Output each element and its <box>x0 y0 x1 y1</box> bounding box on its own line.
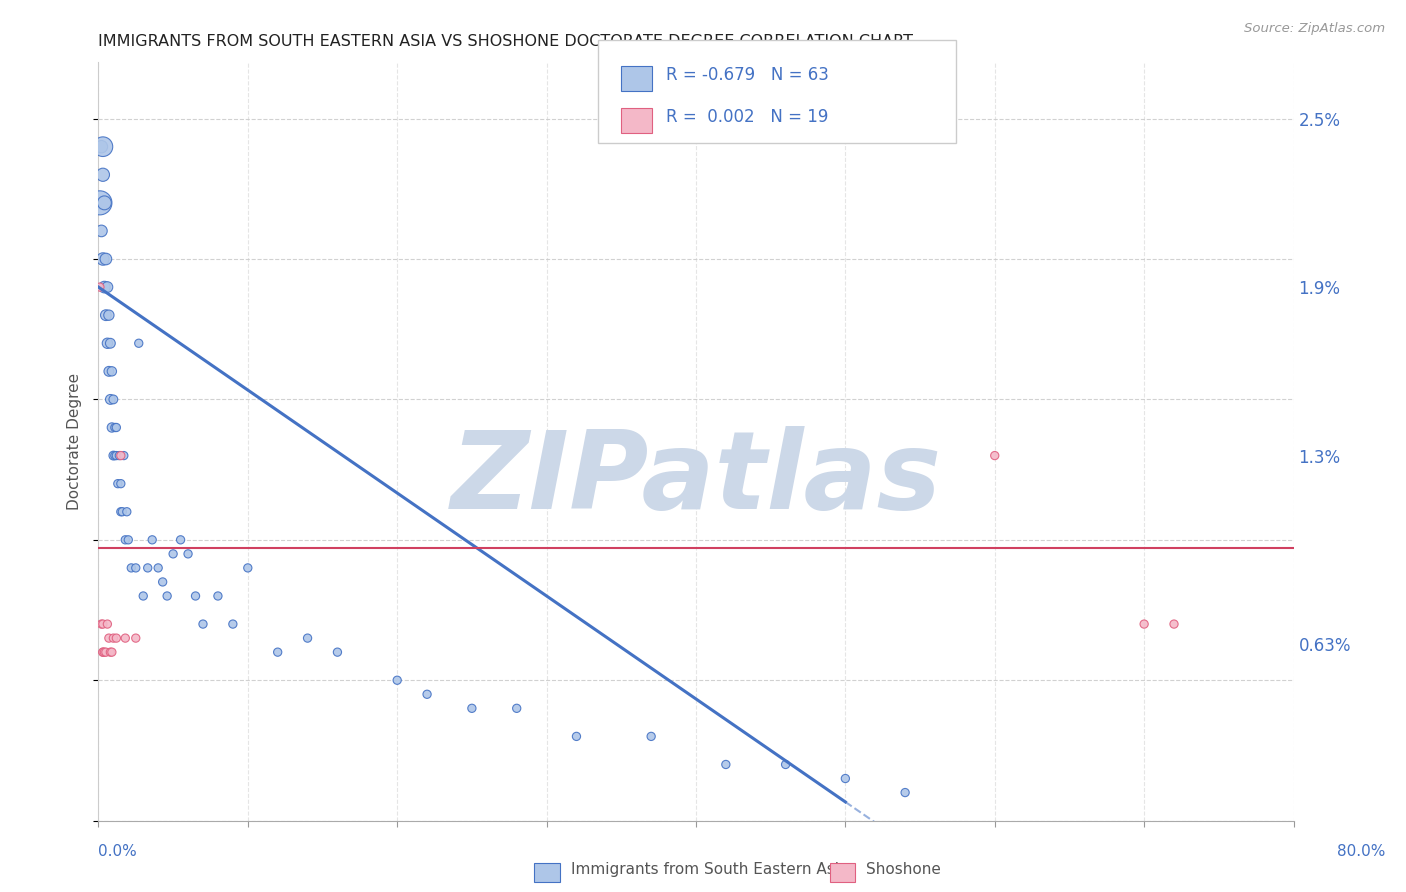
Point <box>132 589 155 603</box>
Text: R = -0.679   N = 63: R = -0.679 N = 63 <box>666 66 830 84</box>
Point <box>267 645 290 659</box>
Point <box>110 505 132 519</box>
Text: ZIPatlas: ZIPatlas <box>450 426 942 533</box>
Point <box>640 730 662 744</box>
Point <box>97 631 120 645</box>
Point <box>156 589 179 603</box>
Point <box>94 252 117 266</box>
Point <box>104 449 127 463</box>
Point <box>117 533 139 547</box>
Point <box>108 449 131 463</box>
Point <box>136 561 159 575</box>
Point <box>714 757 737 772</box>
Point <box>120 561 142 575</box>
Point <box>89 280 111 294</box>
Point <box>416 687 439 701</box>
Point <box>110 476 132 491</box>
Point <box>89 195 111 210</box>
Point <box>94 645 117 659</box>
Point <box>125 631 148 645</box>
Point <box>177 547 200 561</box>
Point <box>169 533 191 547</box>
Point <box>97 308 120 322</box>
Text: Immigrants from South Eastern Asia: Immigrants from South Eastern Asia <box>571 863 848 877</box>
Point <box>1133 617 1156 632</box>
Point <box>152 574 174 589</box>
Point <box>565 730 588 744</box>
Point <box>1163 617 1185 632</box>
Text: 0.0%: 0.0% <box>98 845 138 859</box>
Point <box>148 561 170 575</box>
Point <box>105 449 128 463</box>
Point <box>93 195 115 210</box>
Point <box>98 336 122 351</box>
Point <box>98 645 122 659</box>
Point <box>101 364 124 378</box>
Text: 80.0%: 80.0% <box>1337 845 1385 859</box>
Point <box>297 631 319 645</box>
Point <box>506 701 529 715</box>
Point <box>141 533 163 547</box>
Text: R =  0.002   N = 19: R = 0.002 N = 19 <box>666 108 828 126</box>
Point <box>128 336 150 351</box>
Point <box>775 757 797 772</box>
Point <box>461 701 484 715</box>
Point <box>97 364 120 378</box>
Point <box>834 772 856 786</box>
Point <box>96 617 118 632</box>
Point <box>107 476 129 491</box>
Point <box>90 224 112 238</box>
Point <box>111 505 134 519</box>
Point <box>222 617 245 632</box>
Text: Source: ZipAtlas.com: Source: ZipAtlas.com <box>1244 22 1385 36</box>
Point <box>103 392 125 407</box>
Point <box>236 561 259 575</box>
Point <box>105 631 128 645</box>
Point <box>162 547 184 561</box>
Point <box>103 631 125 645</box>
Y-axis label: Doctorate Degree: Doctorate Degree <box>67 373 83 510</box>
Point <box>207 589 229 603</box>
Point <box>90 617 112 632</box>
Point <box>93 645 115 659</box>
Point <box>385 673 409 688</box>
Point <box>101 645 124 659</box>
Point <box>101 420 124 434</box>
Point <box>93 280 115 294</box>
Point <box>191 617 214 632</box>
Point <box>894 786 917 800</box>
Point <box>91 645 114 659</box>
Point <box>104 420 127 434</box>
Point <box>110 449 132 463</box>
Point <box>91 645 114 659</box>
Point <box>96 280 118 294</box>
Point <box>125 561 148 575</box>
Point <box>96 336 118 351</box>
Point <box>326 645 349 659</box>
Point <box>112 449 135 463</box>
Point <box>98 392 122 407</box>
Point <box>105 420 128 434</box>
Point <box>103 449 125 463</box>
Point <box>91 139 114 153</box>
Point <box>114 533 136 547</box>
Text: Shoshone: Shoshone <box>866 863 941 877</box>
Point <box>91 617 114 632</box>
Point <box>984 449 1007 463</box>
Point <box>114 631 136 645</box>
Point <box>184 589 207 603</box>
Point <box>90 139 112 153</box>
Point <box>91 252 114 266</box>
Point <box>115 505 138 519</box>
Text: IMMIGRANTS FROM SOUTH EASTERN ASIA VS SHOSHONE DOCTORATE DEGREE CORRELATION CHAR: IMMIGRANTS FROM SOUTH EASTERN ASIA VS SH… <box>98 34 914 49</box>
Point <box>94 308 117 322</box>
Point <box>91 168 114 182</box>
